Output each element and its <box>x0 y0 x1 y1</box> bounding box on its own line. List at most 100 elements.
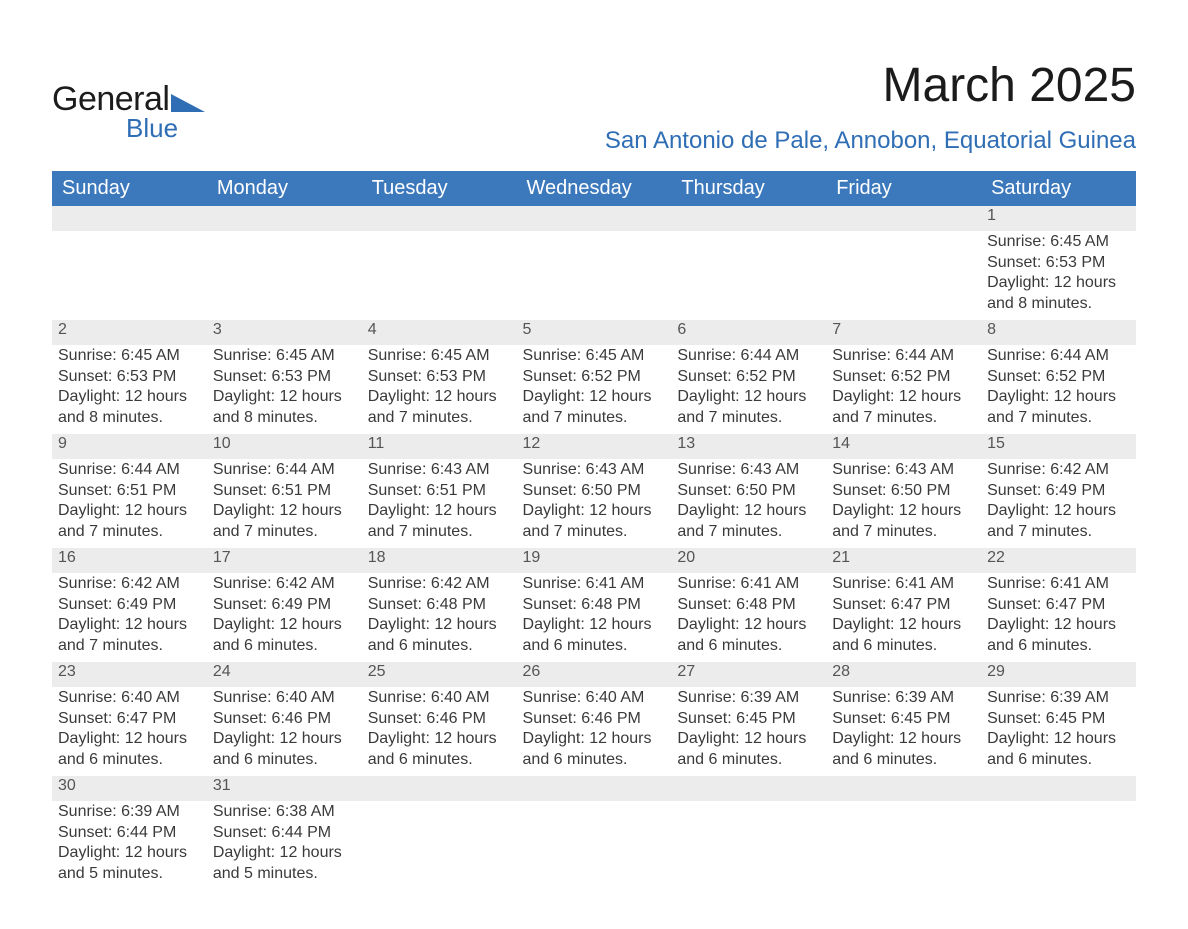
weekday-friday: Friday <box>826 171 981 206</box>
day-number-cell: 16 <box>52 547 207 573</box>
month-title: March 2025 <box>605 58 1136 113</box>
day-details-cell: Sunrise: 6:41 AMSunset: 6:48 PMDaylight:… <box>517 573 672 661</box>
daynum-row: 3031 <box>52 775 1136 801</box>
day-details-cell <box>517 801 672 889</box>
day-details-cell <box>826 801 981 889</box>
day-number-cell: 27 <box>671 661 826 687</box>
day-details-cell: Sunrise: 6:42 AMSunset: 6:49 PMDaylight:… <box>52 573 207 661</box>
sunset-text: Sunset: 6:51 PM <box>368 481 511 502</box>
daylight-text: Daylight: 12 hours and 6 minutes. <box>987 729 1130 771</box>
calendar-body: 1 Sunrise: 6:45 AMSunset: 6:53 PMDayligh… <box>52 206 1136 889</box>
day-details-cell: Sunrise: 6:45 AMSunset: 6:52 PMDaylight:… <box>517 345 672 433</box>
sunset-text: Sunset: 6:52 PM <box>677 367 820 388</box>
daylight-text: Daylight: 12 hours and 7 minutes. <box>368 501 511 543</box>
daylight-text: Daylight: 12 hours and 6 minutes. <box>677 729 820 771</box>
day-number-cell: 29 <box>981 661 1136 687</box>
day-details-cell: Sunrise: 6:41 AMSunset: 6:47 PMDaylight:… <box>826 573 981 661</box>
day-number-cell <box>671 775 826 801</box>
sunset-text: Sunset: 6:44 PM <box>58 823 201 844</box>
sunrise-text: Sunrise: 6:44 AM <box>987 346 1130 367</box>
sunset-text: Sunset: 6:45 PM <box>677 709 820 730</box>
day-number-cell <box>52 206 207 231</box>
day-number-cell: 12 <box>517 433 672 459</box>
day-details-cell: Sunrise: 6:40 AMSunset: 6:47 PMDaylight:… <box>52 687 207 775</box>
daylight-text: Daylight: 12 hours and 7 minutes. <box>58 501 201 543</box>
day-number-cell: 10 <box>207 433 362 459</box>
day-details-cell: Sunrise: 6:45 AMSunset: 6:53 PMDaylight:… <box>362 345 517 433</box>
sunset-text: Sunset: 6:47 PM <box>987 595 1130 616</box>
sunset-text: Sunset: 6:46 PM <box>368 709 511 730</box>
day-number-cell: 11 <box>362 433 517 459</box>
calendar-page: General Blue March 2025 San Antonio de P… <box>0 0 1188 929</box>
day-details-cell: Sunrise: 6:41 AMSunset: 6:48 PMDaylight:… <box>671 573 826 661</box>
daylight-text: Daylight: 12 hours and 8 minutes. <box>58 387 201 429</box>
day-number-cell: 5 <box>517 319 672 345</box>
sunrise-text: Sunrise: 6:40 AM <box>58 688 201 709</box>
daylight-text: Daylight: 12 hours and 8 minutes. <box>987 273 1130 315</box>
day-details-cell: Sunrise: 6:43 AMSunset: 6:50 PMDaylight:… <box>826 459 981 547</box>
sunrise-text: Sunrise: 6:39 AM <box>832 688 975 709</box>
day-number-cell: 22 <box>981 547 1136 573</box>
sunrise-text: Sunrise: 6:44 AM <box>58 460 201 481</box>
daynum-row: 23242526272829 <box>52 661 1136 687</box>
details-row: Sunrise: 6:45 AMSunset: 6:53 PMDaylight:… <box>52 345 1136 433</box>
day-number-cell: 31 <box>207 775 362 801</box>
sunset-text: Sunset: 6:52 PM <box>987 367 1130 388</box>
weekday-header-row: Sunday Monday Tuesday Wednesday Thursday… <box>52 171 1136 206</box>
day-details-cell: Sunrise: 6:43 AMSunset: 6:50 PMDaylight:… <box>517 459 672 547</box>
day-number-cell <box>207 206 362 231</box>
weekday-wednesday: Wednesday <box>517 171 672 206</box>
daylight-text: Daylight: 12 hours and 7 minutes. <box>832 501 975 543</box>
sunrise-text: Sunrise: 6:40 AM <box>368 688 511 709</box>
logo-triangle-icon <box>171 90 205 112</box>
sunset-text: Sunset: 6:51 PM <box>213 481 356 502</box>
daylight-text: Daylight: 12 hours and 6 minutes. <box>58 729 201 771</box>
daylight-text: Daylight: 12 hours and 7 minutes. <box>58 615 201 657</box>
sunset-text: Sunset: 6:48 PM <box>677 595 820 616</box>
sunrise-text: Sunrise: 6:40 AM <box>213 688 356 709</box>
day-details-cell: Sunrise: 6:40 AMSunset: 6:46 PMDaylight:… <box>362 687 517 775</box>
daylight-text: Daylight: 12 hours and 5 minutes. <box>213 843 356 885</box>
calendar-table: Sunday Monday Tuesday Wednesday Thursday… <box>52 171 1136 889</box>
day-details-cell: Sunrise: 6:41 AMSunset: 6:47 PMDaylight:… <box>981 573 1136 661</box>
day-number-cell <box>826 775 981 801</box>
day-number-cell: 18 <box>362 547 517 573</box>
day-details-cell: Sunrise: 6:44 AMSunset: 6:52 PMDaylight:… <box>981 345 1136 433</box>
sunrise-text: Sunrise: 6:38 AM <box>213 802 356 823</box>
day-number-cell <box>981 775 1136 801</box>
daylight-text: Daylight: 12 hours and 6 minutes. <box>368 729 511 771</box>
day-details-cell: Sunrise: 6:42 AMSunset: 6:48 PMDaylight:… <box>362 573 517 661</box>
day-number-cell: 8 <box>981 319 1136 345</box>
sunset-text: Sunset: 6:48 PM <box>368 595 511 616</box>
daylight-text: Daylight: 12 hours and 7 minutes. <box>213 501 356 543</box>
day-details-cell <box>671 801 826 889</box>
daylight-text: Daylight: 12 hours and 6 minutes. <box>677 615 820 657</box>
weekday-tuesday: Tuesday <box>362 171 517 206</box>
day-number-cell: 25 <box>362 661 517 687</box>
day-details-cell: Sunrise: 6:45 AMSunset: 6:53 PMDaylight:… <box>52 345 207 433</box>
day-details-cell <box>981 801 1136 889</box>
sunrise-text: Sunrise: 6:45 AM <box>213 346 356 367</box>
sunset-text: Sunset: 6:53 PM <box>58 367 201 388</box>
sunset-text: Sunset: 6:51 PM <box>58 481 201 502</box>
sunrise-text: Sunrise: 6:45 AM <box>987 232 1130 253</box>
day-number-cell: 23 <box>52 661 207 687</box>
day-number-cell <box>362 206 517 231</box>
sunset-text: Sunset: 6:52 PM <box>523 367 666 388</box>
daylight-text: Daylight: 12 hours and 7 minutes. <box>987 387 1130 429</box>
sunset-text: Sunset: 6:48 PM <box>523 595 666 616</box>
day-details-cell <box>671 231 826 319</box>
day-details-cell <box>362 801 517 889</box>
day-number-cell: 21 <box>826 547 981 573</box>
day-number-cell: 24 <box>207 661 362 687</box>
day-details-cell <box>207 231 362 319</box>
daylight-text: Daylight: 12 hours and 7 minutes. <box>523 387 666 429</box>
day-number-cell: 26 <box>517 661 672 687</box>
day-details-cell: Sunrise: 6:42 AMSunset: 6:49 PMDaylight:… <box>981 459 1136 547</box>
day-details-cell: Sunrise: 6:38 AMSunset: 6:44 PMDaylight:… <box>207 801 362 889</box>
sunrise-text: Sunrise: 6:41 AM <box>987 574 1130 595</box>
sunset-text: Sunset: 6:53 PM <box>213 367 356 388</box>
sunrise-text: Sunrise: 6:45 AM <box>523 346 666 367</box>
sunset-text: Sunset: 6:45 PM <box>832 709 975 730</box>
weekday-sunday: Sunday <box>52 171 207 206</box>
